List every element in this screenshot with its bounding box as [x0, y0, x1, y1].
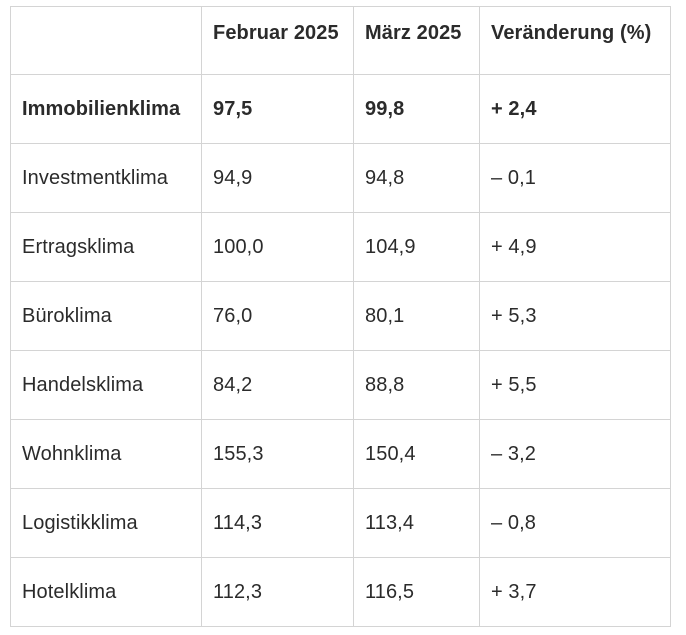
table-row: Investmentklima 94,9 94,8 – 0,1 — [10, 143, 671, 213]
table-row: Wohnklima 155,3 150,4 – 3,2 — [10, 419, 671, 489]
cell-march: 94,8 — [353, 143, 480, 213]
cell-march: 80,1 — [353, 281, 480, 351]
header-march-2025: März 2025 — [353, 6, 480, 75]
table-row: Hotelklima 112,3 116,5 + 3,7 — [10, 557, 671, 627]
row-label: Wohnklima — [10, 419, 202, 489]
table-row: Ertragsklima 100,0 104,9 + 4,9 — [10, 212, 671, 282]
cell-march: 150,4 — [353, 419, 480, 489]
table-row: Logistikklima 114,3 113,4 – 0,8 — [10, 488, 671, 558]
cell-change: + 2,4 — [479, 74, 671, 144]
cell-march: 104,9 — [353, 212, 480, 282]
row-label: Hotelklima — [10, 557, 202, 627]
cell-february: 97,5 — [201, 74, 354, 144]
cell-february: 94,9 — [201, 143, 354, 213]
row-label: Immobilienklima — [10, 74, 202, 144]
cell-february: 114,3 — [201, 488, 354, 558]
row-label: Handelsklima — [10, 350, 202, 420]
table-container: Februar 2025 März 2025 Veränderung (%) I… — [10, 6, 671, 627]
row-label: Investmentklima — [10, 143, 202, 213]
cell-change: – 0,1 — [479, 143, 671, 213]
cell-february: 100,0 — [201, 212, 354, 282]
cell-march: 88,8 — [353, 350, 480, 420]
table-header-row: Februar 2025 März 2025 Veränderung (%) — [10, 6, 671, 75]
cell-march: 99,8 — [353, 74, 480, 144]
table-row: Handelsklima 84,2 88,8 + 5,5 — [10, 350, 671, 420]
cell-march: 116,5 — [353, 557, 480, 627]
climate-index-table: Februar 2025 März 2025 Veränderung (%) I… — [10, 6, 671, 627]
cell-change: + 3,7 — [479, 557, 671, 627]
header-february-2025: Februar 2025 — [201, 6, 354, 75]
header-empty-cell — [10, 6, 202, 75]
row-label: Logistikklima — [10, 488, 202, 558]
cell-change: – 0,8 — [479, 488, 671, 558]
cell-february: 155,3 — [201, 419, 354, 489]
cell-february: 112,3 — [201, 557, 354, 627]
row-label: Büroklima — [10, 281, 202, 351]
header-change-percent: Veränderung (%) — [479, 6, 671, 75]
table-row: Immobilienklima 97,5 99,8 + 2,4 — [10, 74, 671, 144]
cell-february: 84,2 — [201, 350, 354, 420]
cell-change: + 5,5 — [479, 350, 671, 420]
cell-march: 113,4 — [353, 488, 480, 558]
cell-change: + 4,9 — [479, 212, 671, 282]
table-row: Büroklima 76,0 80,1 + 5,3 — [10, 281, 671, 351]
cell-february: 76,0 — [201, 281, 354, 351]
cell-change: – 3,2 — [479, 419, 671, 489]
row-label: Ertragsklima — [10, 212, 202, 282]
cell-change: + 5,3 — [479, 281, 671, 351]
